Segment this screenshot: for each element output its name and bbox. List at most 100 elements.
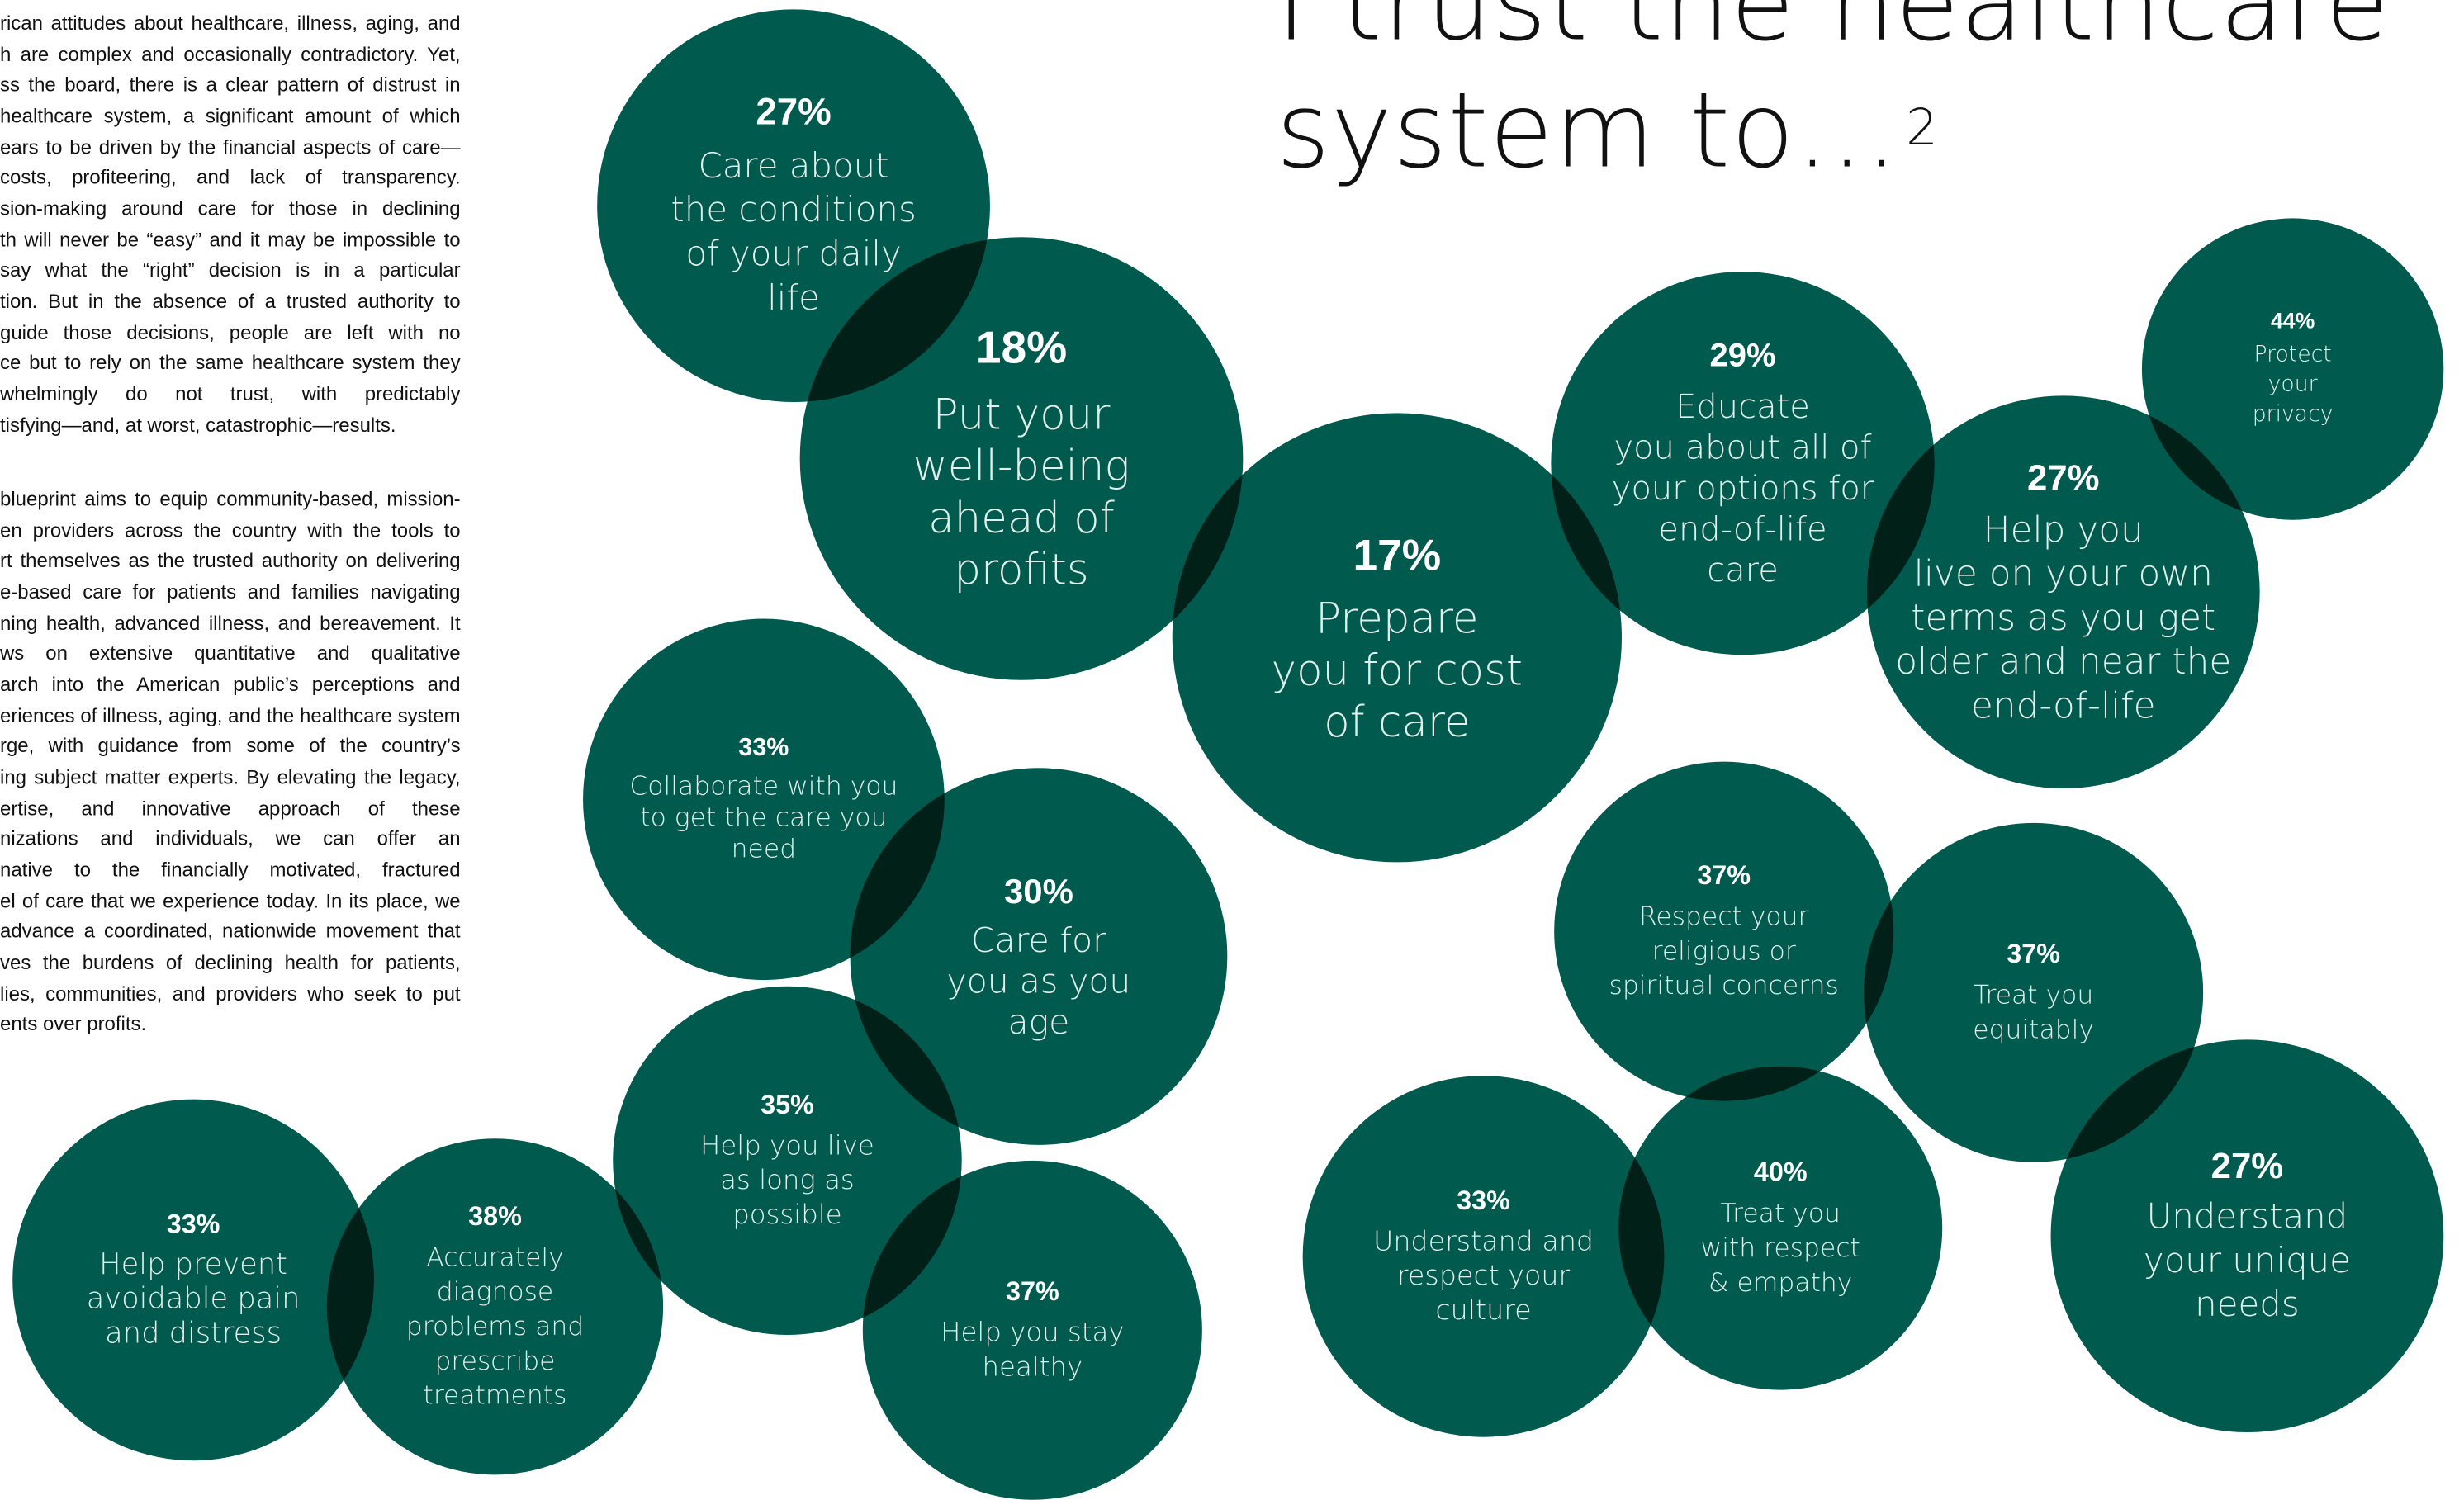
intro-line: blueprint aims to equip community-based,…	[0, 488, 461, 511]
intro-line: eriences of illness, aging, and the heal…	[0, 704, 461, 727]
bubble-label-line: Care for	[970, 920, 1106, 961]
intro-line: nizations and individuals, we can offer …	[0, 827, 461, 850]
intro-line: guide those decisions, people are left w…	[0, 321, 461, 343]
bubble-label-line: religious or	[1651, 935, 1796, 966]
bubble-label-line: treatments	[423, 1379, 567, 1410]
bubble-label-line: you about all of	[1613, 428, 1872, 466]
bubble-percent: 17%	[1353, 530, 1442, 580]
bubble-label-line: possible	[732, 1199, 842, 1232]
bubble-respect-empathy: 40% Treat you with respect & empathy	[1618, 1066, 1943, 1390]
bubble-label-line: need	[731, 834, 797, 864]
intro-line: whelmingly do not trust, with predictabl…	[0, 382, 461, 405]
bubble-respect-culture: 33% Understand and respect your culture	[1302, 1076, 1665, 1437]
bubble-label-line: of care	[1324, 698, 1471, 747]
intro-line: tisfying—and, at worst, catastrophic—res…	[0, 414, 396, 436]
bubble-label-line: needs	[2195, 1286, 2300, 1327]
intro-line: arch into the American public’s percepti…	[0, 674, 461, 696]
bubble-label-line: end-of-life	[1658, 509, 1827, 548]
bubble-label-line: Care about	[698, 147, 889, 187]
bubble-label-line: problems and	[405, 1311, 585, 1341]
bubble-label-line: your options for	[1611, 469, 1874, 507]
bubble-label-line: Educate	[1675, 387, 1810, 426]
bubble-label-line: diagnose	[436, 1276, 554, 1307]
bubble-conditions-daily-life: 27% Care about the conditions of your daily…	[597, 9, 990, 403]
bubble-label-line: with respect	[1700, 1232, 1860, 1263]
bubble-label-line: prescribe	[434, 1345, 556, 1376]
bubble-label-line: Collaborate with you	[629, 771, 898, 802]
bubble-diagnose-prescribe: 38% Accurately diagnose problems and prescri…	[326, 1138, 664, 1475]
bubble-label-line: of your daily	[685, 235, 902, 275]
bubble-label-line: to get the care you	[640, 802, 888, 833]
headline-line-1: I trust the healthcare	[1276, 0, 2391, 64]
bubble-religious-concerns: 37% Respect your religious or spiritual con…	[1554, 761, 1894, 1101]
bubble-label-line: Accurately	[426, 1242, 564, 1272]
bubble-label-line: healthy	[982, 1351, 1083, 1384]
intro-paragraph-1: rican attitudes about healthcare, illnes…	[0, 9, 461, 442]
bubble-label-line: Help you stay	[941, 1317, 1125, 1349]
intro-line: native to the financially motivated, fra…	[0, 859, 461, 882]
bubble-label-line: ahead of	[928, 494, 1115, 543]
bubble-label-line: Respect your	[1638, 901, 1809, 931]
bubble-label-line: & empathy	[1708, 1266, 1853, 1297]
bubble-percent: 33%	[166, 1209, 220, 1240]
bubble-label-line: you as you	[946, 962, 1131, 1001]
bubble-label-line: you for cost	[1271, 646, 1523, 695]
intro-line: lies, communities, and providers who see…	[0, 982, 461, 1005]
bubble-live-own-terms: 27% Help you live on your own terms as you …	[1866, 395, 2260, 789]
intro-line: ing subject matter experts. By elevating…	[0, 766, 461, 788]
bubble-percent: 29%	[1709, 338, 1776, 375]
bubble-percent: 27%	[2210, 1144, 2284, 1185]
bubble-well-being-profits: 18% Put your well-being ahead of profits	[799, 237, 1244, 680]
intro-line: en providers across the country with the…	[0, 519, 461, 542]
headline-line-2: system to… 2	[1276, 68, 2390, 195]
bubble-label-line: your unique	[2143, 1242, 2351, 1282]
bubble-percent: 40%	[1753, 1157, 1808, 1188]
bubble-prepare-cost: 17% Prepare you for cost of care	[1172, 413, 1622, 863]
bubble-label-line: age	[1007, 1002, 1070, 1043]
bubble-label-line: care	[1707, 551, 1779, 589]
bubble-label-line: culture	[1435, 1295, 1532, 1327]
intro-line: advance a coordinated, nationwide moveme…	[0, 920, 461, 943]
bubble-label-line: Understand and	[1372, 1226, 1594, 1258]
bubble-percent: 30%	[1004, 870, 1073, 911]
bubble-label-line: equitably	[1973, 1014, 2094, 1044]
bubble-percent: 37%	[1005, 1277, 1059, 1308]
bubble-label-line: Put your	[932, 390, 1111, 440]
intro-paragraph-2: blueprint aims to equip community-based,…	[0, 485, 461, 1041]
intro-line: h are complex and occasionally contradic…	[0, 43, 461, 66]
bubble-label-line: respect your	[1396, 1261, 1571, 1293]
bubble-label-line: Help you live	[700, 1130, 874, 1162]
intro-line: ws on extensive quantitative and qualita…	[0, 642, 461, 665]
bubble-label-line: Help prevent	[99, 1247, 287, 1281]
bubble-label-line: live on your own	[1913, 555, 2213, 596]
intro-line: say what the “right” decision is in a pa…	[0, 259, 461, 282]
bubble-percent: 38%	[468, 1201, 522, 1232]
bubble-percent: 27%	[756, 91, 832, 134]
intro-line: ce but to rely on the same healthcare sy…	[0, 352, 461, 375]
intro-line: ents over profits.	[0, 1013, 147, 1035]
bubble-unique-needs: 27% Understand your unique needs	[2050, 1039, 2444, 1432]
bubble-label-line: Understand	[2146, 1199, 2348, 1238]
bubble-percent: 37%	[1697, 860, 1751, 892]
bubble-label-line: as long as	[720, 1165, 855, 1197]
bubble-percent: 44%	[2270, 307, 2315, 334]
bubble-label-line: older and near the	[1895, 642, 2232, 684]
headline: I trust the healthcare system to… 2	[1276, 0, 2390, 195]
bubble-label-line: Treat you	[1720, 1198, 1841, 1228]
bubble-label-line: avoidable pain	[86, 1282, 301, 1316]
bubble-prevent-pain: 33% Help prevent avoidable pain and distres…	[12, 1099, 374, 1461]
intro-line: rge, with guidance from some of the coun…	[0, 735, 461, 758]
bubble-percent: 33%	[1457, 1185, 1510, 1216]
intro-line: healthcare system, a significant amount …	[0, 105, 461, 128]
bubble-label-line: terms as you get	[1911, 599, 2216, 640]
intro-line: ss the board, there is a clear pattern o…	[0, 74, 461, 97]
bubble-label-line: Protect	[2253, 342, 2332, 368]
intro-line: tion. But in the absence of a trusted au…	[0, 290, 461, 313]
bubble-label-line: and distress	[105, 1317, 282, 1351]
bubble-label-line: privacy	[2252, 402, 2334, 428]
intro-line: rican attitudes about healthcare, illnes…	[0, 12, 461, 35]
intro-line: rt themselves as the trusted authority o…	[0, 550, 461, 573]
intro-line: costs, profiteering, and lack of transpa…	[0, 167, 461, 189]
intro-line: e-based care for patients and families n…	[0, 580, 461, 603]
